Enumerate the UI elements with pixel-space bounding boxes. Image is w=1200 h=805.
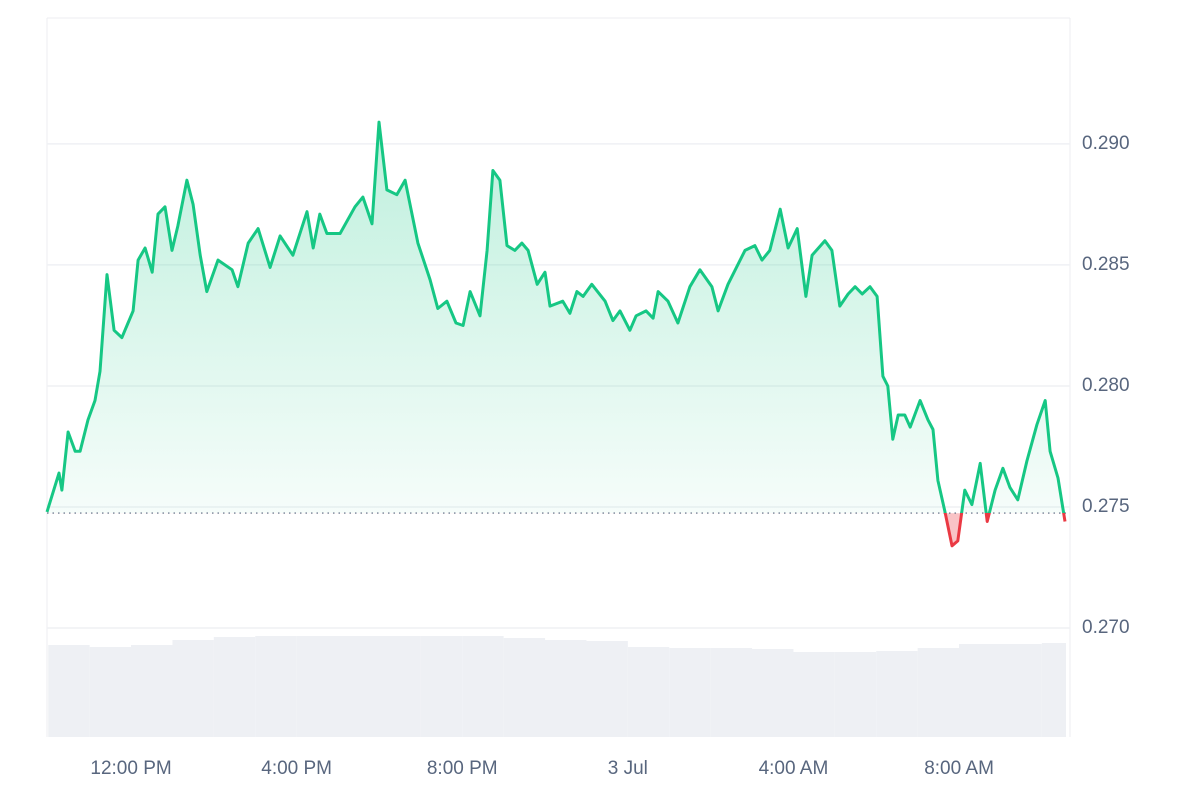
volume-bar	[917, 648, 960, 737]
volume-bar	[959, 644, 1001, 737]
y-tick-label: 0.290	[1082, 133, 1130, 154]
volume-bar	[379, 636, 421, 737]
volume-bar	[338, 636, 380, 737]
volume-bar	[89, 647, 132, 737]
x-tick-label: 4:00 AM	[759, 758, 829, 779]
volume-bar	[627, 647, 670, 737]
area-up	[47, 122, 1066, 514]
volume-bar	[793, 652, 835, 737]
volume-bar	[710, 648, 753, 737]
volume-bar	[296, 636, 339, 737]
volume-bar	[255, 636, 297, 737]
volume-bar	[1000, 644, 1042, 737]
volume-bar	[420, 636, 463, 737]
volume-bar	[545, 640, 587, 737]
volume-bar	[752, 649, 794, 737]
price-line	[45, 120, 1067, 548]
volume-bar	[172, 640, 214, 737]
x-tick-label: 3 Jul	[608, 758, 648, 779]
volume-bar	[586, 641, 628, 737]
x-tick-label: 8:00 AM	[924, 758, 994, 779]
volume-bar	[834, 652, 877, 737]
volume-bar	[876, 651, 918, 737]
volume-bar	[503, 638, 546, 737]
y-tick-label: 0.285	[1082, 254, 1130, 275]
x-tick-label: 12:00 PM	[90, 758, 171, 779]
volume-bar	[462, 636, 504, 737]
y-tick-label: 0.280	[1082, 375, 1130, 396]
volume-bar	[669, 648, 711, 737]
volume-bar	[1041, 643, 1066, 737]
volume-bar	[131, 645, 173, 737]
x-tick-label: 4:00 PM	[261, 758, 332, 779]
x-tick-label: 8:00 PM	[427, 758, 498, 779]
y-tick-label: 0.270	[1082, 617, 1130, 638]
y-tick-label: 0.275	[1082, 496, 1130, 517]
area-down	[945, 513, 1066, 546]
volume-bar	[48, 645, 90, 737]
volume-bar	[213, 637, 256, 737]
